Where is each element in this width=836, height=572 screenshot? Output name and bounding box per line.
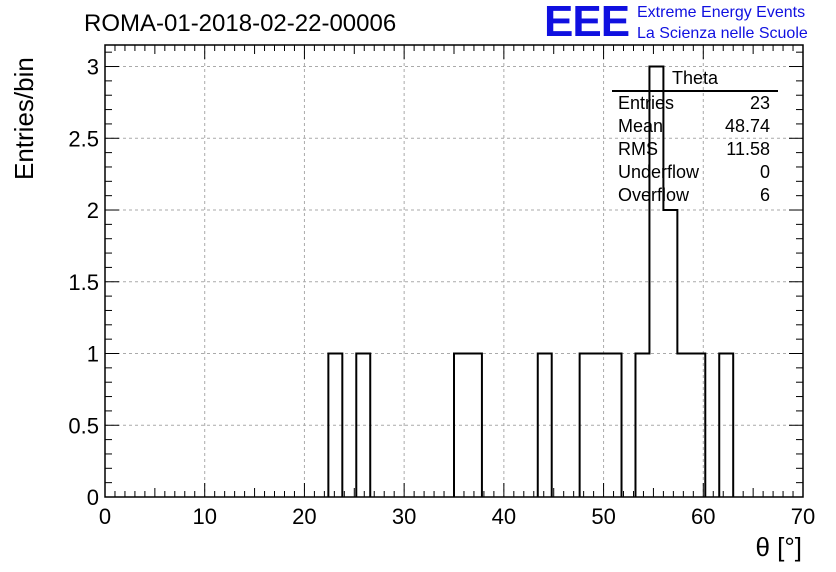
x-tick-label: 0	[99, 504, 111, 529]
x-tick-label: 60	[691, 504, 715, 529]
eee-logo: EEE	[544, 0, 630, 46]
y-tick-label: 0.5	[68, 413, 99, 438]
stats-row-rms: RMS 11.58	[612, 138, 778, 161]
histogram-outline	[327, 65, 735, 497]
x-tick-label: 10	[192, 504, 216, 529]
stats-box: Theta Entries 23 Mean 48.74 RMS 11.58 Un…	[612, 66, 778, 207]
x-axis-label: θ [°]	[755, 532, 802, 562]
y-tick-label: 1.5	[68, 270, 99, 295]
y-tick-label: 0	[87, 485, 99, 510]
stats-value: 6	[759, 185, 770, 205]
y-tick-label: 1	[87, 342, 99, 367]
x-tick-label: 70	[791, 504, 815, 529]
stats-label: Mean	[618, 116, 664, 136]
stats-row-underflow: Underflow 0	[612, 161, 778, 184]
stats-label: RMS	[618, 139, 658, 159]
y-tick-label: 3	[87, 55, 99, 80]
stats-value: 0	[759, 162, 770, 182]
stats-row-overflow: Overflow 6	[612, 184, 778, 207]
histogram-bars	[327, 65, 735, 497]
logo-line-2: La Scienza nelle Scuole	[637, 25, 808, 42]
stats-title: Theta	[612, 66, 778, 92]
stats-label: Overflow	[618, 185, 690, 205]
run-title: ROMA-01-2018-02-22-00006	[84, 10, 397, 37]
stats-row-mean: Mean 48.74	[612, 115, 778, 138]
x-tick-label: 50	[591, 504, 615, 529]
stats-value: 48.74	[724, 116, 770, 136]
stats-label: Underflow	[618, 162, 700, 182]
stats-value: 11.58	[726, 139, 770, 159]
stats-value: 23	[749, 93, 770, 113]
logo-line-1: Extreme Energy Events	[637, 4, 806, 21]
x-tick-label: 40	[492, 504, 516, 529]
x-tick-label: 20	[292, 504, 316, 529]
y-tick-label: 2	[87, 198, 99, 223]
stats-label: Entries	[618, 93, 675, 113]
stats-row-entries: Entries 23	[612, 92, 778, 115]
x-tick-label: 30	[392, 504, 416, 529]
y-axis-label: Entries/bin	[9, 57, 39, 180]
y-tick-label: 2.5	[68, 126, 99, 151]
